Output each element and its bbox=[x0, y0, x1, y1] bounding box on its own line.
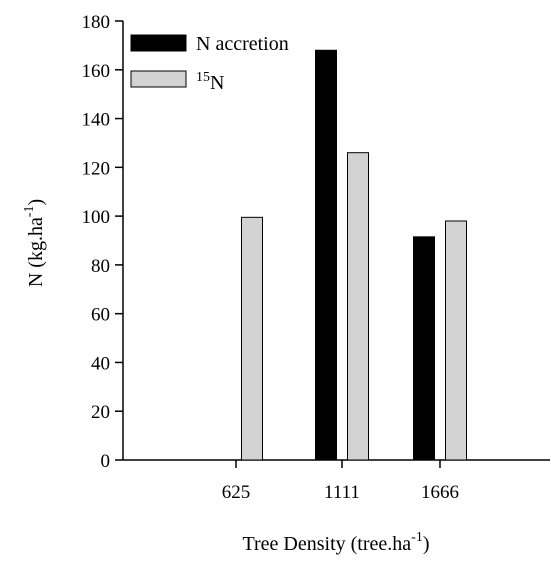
x-tick-label: 1666 bbox=[421, 482, 459, 503]
legend-swatch-15n bbox=[130, 70, 187, 88]
y-tick-label: 180 bbox=[82, 12, 111, 33]
y-ticks: 0 20 40 60 80 100 120 140 160 180 bbox=[82, 12, 123, 472]
y-tick-label: 0 bbox=[101, 451, 111, 472]
y-tick-label: 20 bbox=[91, 402, 110, 423]
bar-n-accretion-1111 bbox=[315, 49, 337, 461]
legend-label-15n: 15N bbox=[196, 70, 224, 94]
x-tick-label: 1111 bbox=[324, 482, 360, 503]
x-axis-label: Tree Density (tree.ha-1) bbox=[243, 530, 430, 555]
bar-15n-625 bbox=[241, 216, 263, 461]
y-axis-label: N (kg.ha-1) bbox=[22, 199, 47, 287]
bar-n-accretion-1666 bbox=[413, 236, 435, 461]
y-tick-label: 60 bbox=[91, 305, 110, 326]
bar-15n-1666 bbox=[445, 220, 467, 461]
y-tick-label: 160 bbox=[82, 61, 111, 82]
y-tick-label: 80 bbox=[91, 256, 110, 277]
y-tick-label: 40 bbox=[91, 353, 110, 374]
x-ticks: 625 1111 1666 bbox=[222, 460, 459, 503]
y-tick-label: 140 bbox=[82, 110, 111, 131]
legend-swatch-n-accretion bbox=[130, 34, 187, 52]
y-tick-label: 120 bbox=[82, 158, 111, 179]
legend: N accretion 15N bbox=[130, 33, 289, 94]
bar-15n-1111 bbox=[347, 152, 369, 461]
x-tick-label: 625 bbox=[222, 482, 251, 503]
y-tick-label: 100 bbox=[82, 207, 111, 228]
bars bbox=[241, 49, 467, 461]
legend-label-n-accretion: N accretion bbox=[196, 33, 289, 55]
